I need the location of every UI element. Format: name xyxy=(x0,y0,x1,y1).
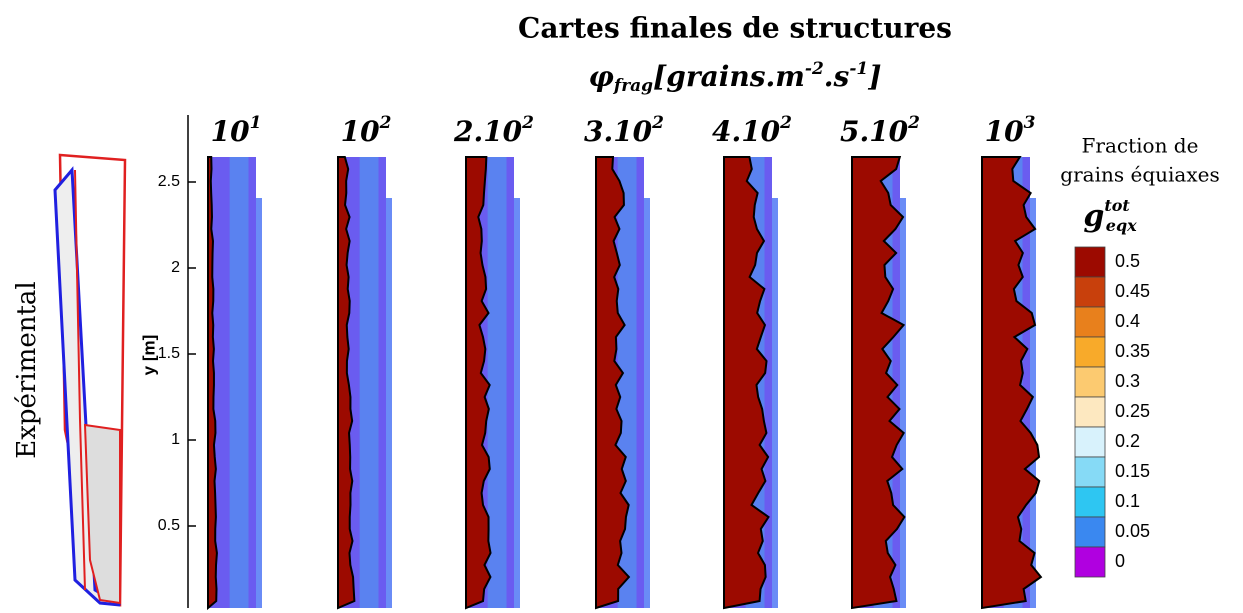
panel-label-base: 10 xyxy=(985,115,1024,148)
panel-label-base: 4.10 xyxy=(712,115,781,148)
y-tick-label: 0.5 xyxy=(158,517,180,534)
legend-swatch xyxy=(1074,486,1106,518)
y-tick-label: 2.5 xyxy=(158,173,180,190)
panel-label: 4.102 xyxy=(712,113,792,148)
experimental-sketch xyxy=(53,153,127,607)
map-region xyxy=(723,156,770,610)
panel-label-exp: 1 xyxy=(250,113,262,133)
map-strip xyxy=(1030,198,1036,608)
legend-swatch xyxy=(1074,456,1106,488)
subtitle-sub: frag xyxy=(613,76,653,96)
map-band xyxy=(229,157,249,608)
structure-map xyxy=(207,156,262,611)
symbol-base: g xyxy=(1083,199,1104,234)
subtitle-close: ] xyxy=(867,60,881,93)
panel-label-base: 10 xyxy=(341,115,380,148)
subtitle-exp: -2 xyxy=(805,59,824,79)
legend-label: 0.05 xyxy=(1115,521,1150,541)
subtitle-exp: -1 xyxy=(849,59,868,79)
map-strip xyxy=(900,198,906,608)
map-strip xyxy=(644,198,650,608)
map-strip xyxy=(772,198,778,608)
map-region xyxy=(595,156,631,610)
panel-label-exp: 3 xyxy=(1024,113,1036,133)
panel-label: 2.102 xyxy=(453,113,534,148)
legend-swatch xyxy=(1074,306,1106,338)
panel-label-exp: 2 xyxy=(907,113,920,133)
map-region xyxy=(851,156,906,610)
subtitle-unit: .s xyxy=(824,60,850,93)
structure-map xyxy=(851,156,906,610)
legend-label: 0.15 xyxy=(1115,461,1150,481)
legend-label: 0.2 xyxy=(1115,431,1140,451)
legend-label: 0.3 xyxy=(1115,371,1140,391)
structure-map xyxy=(465,156,520,610)
structure-map xyxy=(981,156,1043,610)
panel-label: 101 xyxy=(211,113,262,148)
panel-label-base: 10 xyxy=(211,115,250,148)
panel-label-base: 3.10 xyxy=(584,115,653,148)
structure-map xyxy=(723,156,778,610)
panel-label: 102 xyxy=(341,113,392,148)
panel-label: 3.102 xyxy=(584,113,664,148)
y-tick-label: 2 xyxy=(171,259,180,276)
legend-label: 0.35 xyxy=(1115,341,1150,361)
legend-symbol: gtot eqx xyxy=(1083,196,1137,235)
legend-label: 0.5 xyxy=(1115,251,1140,271)
map-region xyxy=(981,156,1043,610)
y-tick-label: 1 xyxy=(171,431,180,448)
legend-title: Fraction de xyxy=(1082,134,1199,158)
legend-label: 0.1 xyxy=(1115,491,1140,511)
panel-label-base: 5.10 xyxy=(840,115,909,148)
symbol-sup: tot xyxy=(1104,196,1130,215)
structure-map xyxy=(595,156,650,610)
legend-swatch xyxy=(1074,426,1106,458)
map-region xyxy=(207,156,218,611)
legend-label: 0.4 xyxy=(1115,311,1140,331)
legend-swatch xyxy=(1074,336,1106,368)
legend-swatch xyxy=(1074,396,1106,428)
panel-label-exp: 2 xyxy=(779,113,792,133)
panel-label-base: 2.10 xyxy=(453,115,523,148)
legend-swatch xyxy=(1074,366,1106,398)
y-axis-label: y [m] xyxy=(139,335,158,376)
legend-swatch xyxy=(1074,276,1106,308)
legend-label: 0.45 xyxy=(1115,281,1150,301)
subtitle-symbol: φ xyxy=(589,60,615,93)
subtitle-unit: [grains.m xyxy=(653,60,805,93)
map-region xyxy=(337,156,356,610)
legend-swatch xyxy=(1074,246,1106,278)
side-label: Expérimental xyxy=(12,281,42,458)
map-region xyxy=(465,156,492,610)
map-band xyxy=(487,157,507,608)
map-strip xyxy=(386,198,392,608)
map-band xyxy=(359,157,379,608)
panel-label-exp: 2 xyxy=(379,113,392,133)
legend-swatch xyxy=(1074,546,1106,578)
legend-swatch xyxy=(1074,516,1106,548)
panel-label: 5.102 xyxy=(840,113,920,148)
panel-label-exp: 2 xyxy=(521,113,534,133)
map-strip xyxy=(514,198,520,608)
panel-label-exp: 2 xyxy=(651,113,664,133)
subtitle: φfrag[grains.m-2.s-1] xyxy=(589,59,882,96)
legend-label: 0 xyxy=(1115,551,1125,571)
structure-map xyxy=(337,156,392,610)
symbol-sub: eqx xyxy=(1106,216,1137,235)
title: Cartes finales de structures xyxy=(518,12,952,45)
panel-label: 103 xyxy=(985,113,1036,148)
legend-title: grains équiaxes xyxy=(1060,163,1219,187)
map-strip xyxy=(256,198,262,608)
legend-label: 0.25 xyxy=(1115,401,1150,421)
y-tick-label: 1.5 xyxy=(158,345,180,362)
